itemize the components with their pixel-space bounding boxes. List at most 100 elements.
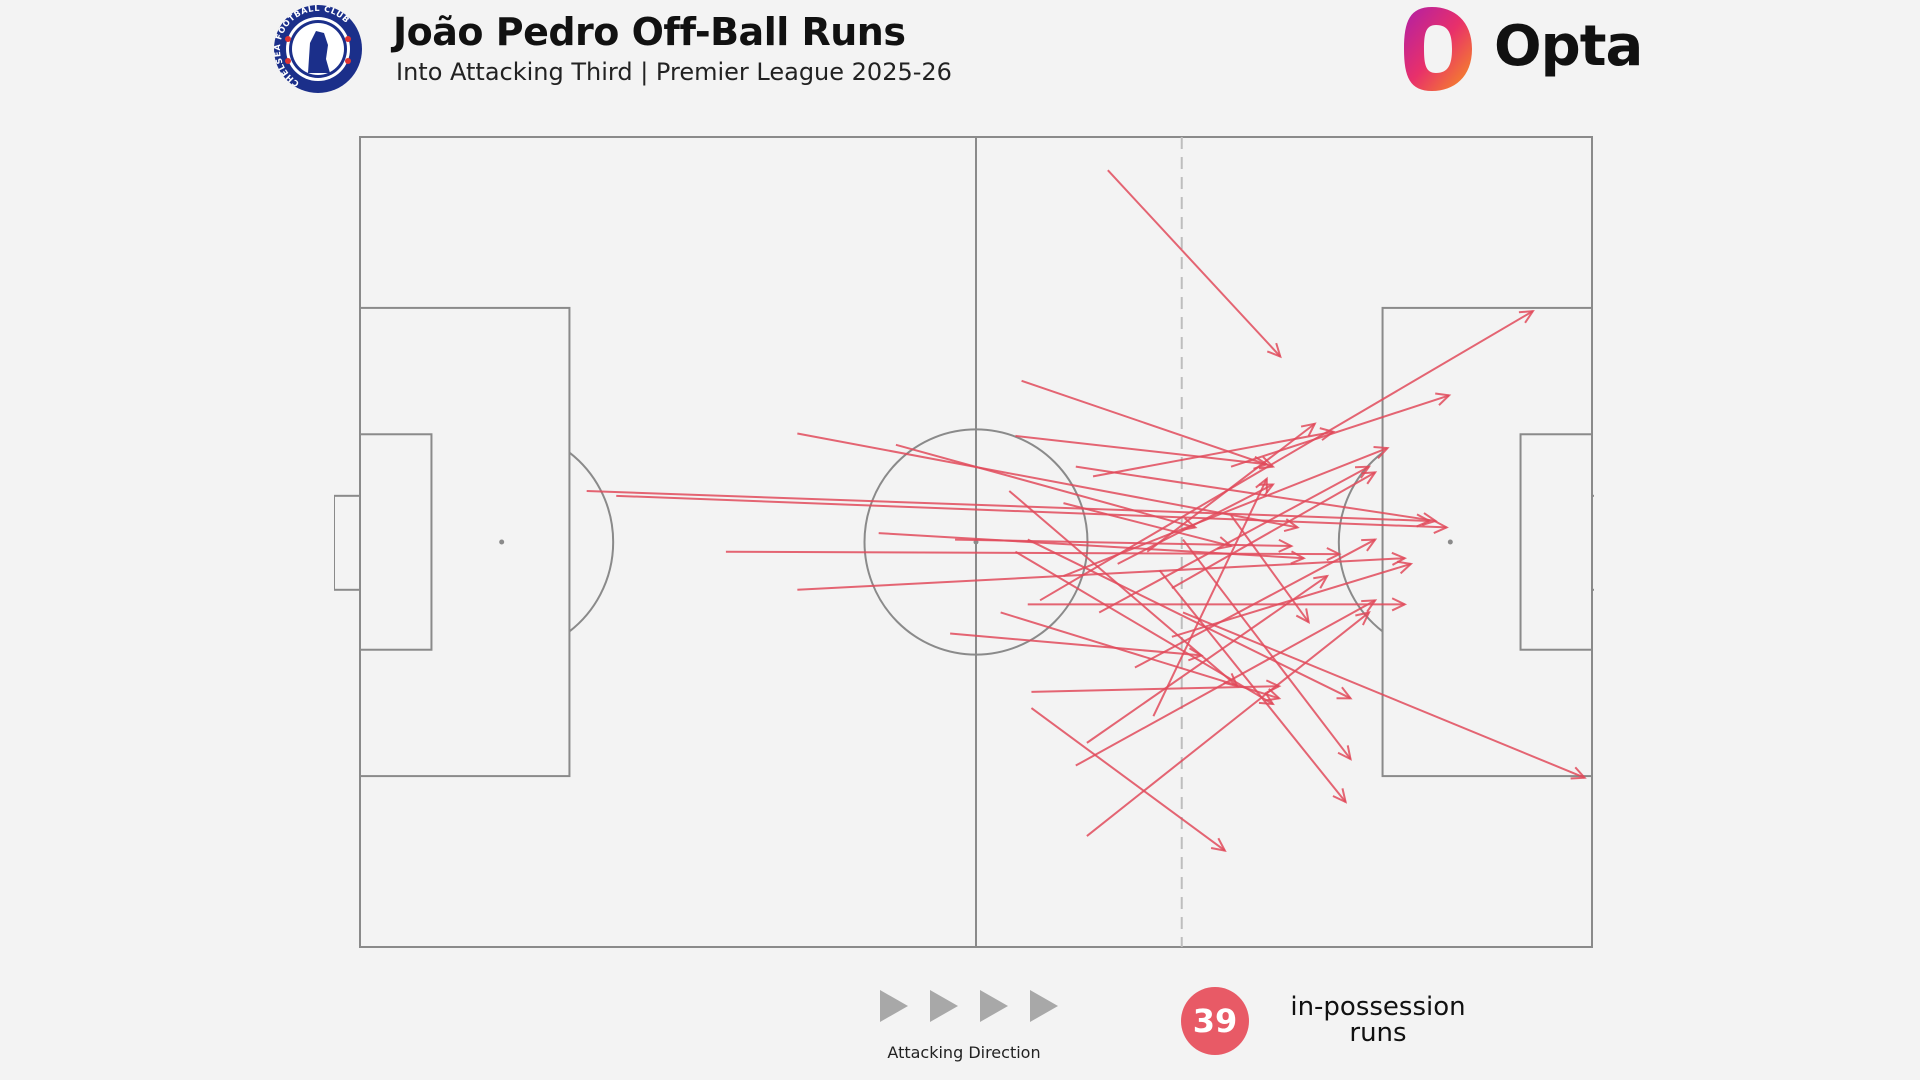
run-arrow	[1230, 514, 1310, 625]
run-arrow	[797, 551, 1408, 591]
left-penalty-spot	[499, 539, 505, 545]
run-line	[1027, 538, 1351, 700]
run-line	[797, 432, 1298, 529]
arrowhead-icon	[1210, 837, 1227, 852]
arrowhead-icon	[1266, 342, 1282, 359]
arrowhead-icon	[1361, 471, 1378, 485]
run-arrow	[1158, 569, 1348, 804]
left-penalty-box	[359, 306, 571, 778]
pitch-map	[334, 136, 1594, 948]
count-label-line1: in-possession	[1290, 992, 1466, 1022]
arrowhead-icon	[1258, 483, 1275, 497]
arrowhead-icon	[1361, 599, 1378, 613]
attacking-direction-arrows	[880, 990, 1058, 1022]
arrowhead-icon	[1313, 574, 1330, 589]
run-arrow	[895, 443, 1198, 531]
run-line	[1146, 422, 1316, 553]
run-line	[725, 550, 1340, 556]
run-line	[1107, 169, 1282, 358]
run-line	[1086, 611, 1370, 837]
run-arrow	[1134, 538, 1378, 669]
run-line	[1182, 538, 1352, 760]
arrowhead-icon	[1337, 745, 1352, 761]
left-goal	[334, 494, 361, 591]
run-line	[1075, 465, 1436, 522]
arrowhead-icon	[1570, 766, 1587, 780]
arrowhead-icon	[1319, 427, 1336, 441]
run-arrow	[955, 538, 1294, 553]
chart-subtitle: Into Attacking Third | Premier League 20…	[396, 58, 952, 86]
run-line	[1030, 707, 1226, 852]
run-arrow	[1063, 502, 1234, 550]
run-line	[1171, 471, 1376, 590]
arrowhead-icon	[1433, 519, 1449, 534]
run-line	[1134, 538, 1376, 669]
opta-logo	[1404, 7, 1472, 91]
run-arrow	[1098, 465, 1372, 614]
arrowhead-icon	[1421, 512, 1438, 527]
run-line	[1182, 611, 1585, 779]
run-arrow	[1027, 538, 1353, 700]
run-arrow	[1146, 422, 1317, 553]
arrowhead-icon	[1391, 551, 1408, 566]
arrowhead-icon	[1265, 688, 1282, 702]
run-line	[950, 632, 1202, 657]
arrowhead-icon	[1290, 550, 1307, 565]
run-line	[1152, 478, 1268, 717]
run-arrow	[1182, 538, 1352, 761]
arrowhead-icon	[1518, 309, 1535, 324]
run-arrow	[1230, 392, 1452, 468]
arrowhead-icon	[1373, 446, 1390, 460]
run-arrow	[616, 494, 1449, 534]
run-arrow	[1000, 611, 1282, 702]
run-arrow	[1030, 707, 1227, 852]
arrowhead-icon	[1391, 597, 1408, 612]
run-line	[1008, 490, 1238, 687]
run-arrow	[1107, 169, 1282, 359]
run-arrow	[950, 632, 1204, 662]
opta-wordmark: Opta	[1494, 14, 1643, 79]
count-label-line2: runs	[1349, 1018, 1407, 1048]
arrowhead-icon	[1258, 691, 1275, 706]
run-line	[1098, 465, 1370, 614]
runs-count-label: in-possession runs	[1268, 994, 1488, 1046]
run-line	[1031, 685, 1280, 693]
run-arrow	[1027, 597, 1408, 612]
left-penalty-arc	[568, 451, 615, 633]
run-line	[616, 494, 1447, 529]
arrowhead-icon	[1361, 538, 1378, 552]
run-line	[1014, 550, 1274, 705]
direction-triangle-icon	[980, 990, 1008, 1022]
run-line	[797, 557, 1405, 591]
attacking-direction-label: Attacking Direction	[887, 1043, 1041, 1062]
run-line	[1015, 434, 1267, 466]
run-line	[895, 443, 1196, 529]
left-six-yard-box	[359, 433, 433, 651]
direction-triangle-icon	[880, 990, 908, 1022]
right-penalty-box	[1381, 306, 1594, 778]
run-arrow	[1152, 476, 1268, 717]
run-line	[1063, 502, 1232, 548]
run-line	[1092, 430, 1334, 478]
arrowhead-icon	[1435, 392, 1452, 406]
arrowhead-icon	[1336, 686, 1353, 700]
run-line	[1230, 514, 1310, 623]
run-arrow	[1075, 599, 1378, 767]
run-line	[1063, 447, 1388, 577]
arrowhead-icon	[1332, 788, 1348, 804]
direction-triangle-icon	[1030, 990, 1058, 1022]
arrowhead-icon	[1217, 536, 1234, 550]
arrowhead-icon	[1354, 465, 1372, 479]
run-arrow	[1063, 446, 1390, 577]
right-goal	[1591, 494, 1594, 591]
run-arrow	[1182, 611, 1587, 780]
chelsea-crest-logo: CHELSEA FOOTBALL CLUB	[272, 3, 362, 93]
run-arrow	[1117, 483, 1275, 565]
run-arrow	[1021, 379, 1276, 470]
runs-count-badge: 39	[1181, 987, 1249, 1055]
direction-triangle-icon	[930, 990, 958, 1022]
right-penalty-spot	[1447, 539, 1453, 545]
run-line	[1158, 569, 1347, 803]
run-arrow	[1014, 550, 1275, 706]
run-arrow	[1031, 679, 1282, 694]
